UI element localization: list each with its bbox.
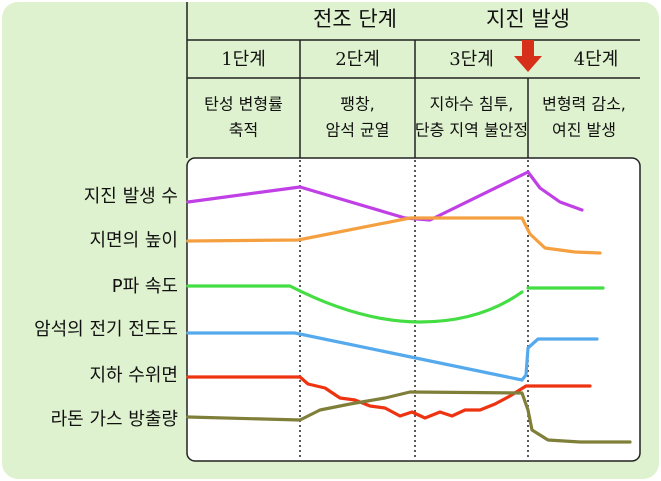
stage-description: 변형력 감소,	[542, 95, 626, 114]
stage-description: 축적	[229, 121, 258, 140]
row-label: 지진 발생 수	[84, 186, 178, 207]
row-label: P파 속도	[112, 276, 178, 297]
phase-label: 전조 단계	[313, 7, 397, 31]
stage-label: 2단계	[335, 49, 380, 70]
stage-description: 지하수 침투,	[430, 95, 514, 114]
ground-height-curve	[186, 216, 602, 255]
p-wave-curve	[186, 284, 605, 324]
stage-description: 단층 지역 불안정	[415, 121, 528, 140]
curves	[186, 170, 632, 444]
radon-curve	[186, 390, 632, 444]
stage-description: 팽창,	[340, 95, 375, 114]
phase-label: 지진 발생	[486, 7, 570, 31]
stage-label: 3단계	[449, 49, 494, 70]
water-table-curve	[186, 375, 592, 420]
stage-description: 탄성 변형률	[204, 95, 283, 114]
graph-box	[186, 157, 641, 462]
conductivity-curve	[186, 331, 599, 382]
stage-description: 암석 균열	[326, 121, 390, 140]
row-label: 라돈 가스 방출량	[51, 409, 178, 430]
row-label: 암석의 전기 전도도	[34, 319, 178, 340]
stage-description: 여진 발생	[552, 121, 616, 140]
row-label: 지하 수위면	[89, 365, 178, 386]
header-table	[187, 2, 640, 158]
stage-label: 4단계	[574, 49, 619, 70]
table-lines	[186, 2, 640, 158]
stage-label: 1단계	[221, 49, 266, 70]
row-label: 지면의 높이	[89, 230, 178, 251]
event-arrow	[514, 40, 542, 72]
quake-count-curve	[186, 170, 584, 222]
